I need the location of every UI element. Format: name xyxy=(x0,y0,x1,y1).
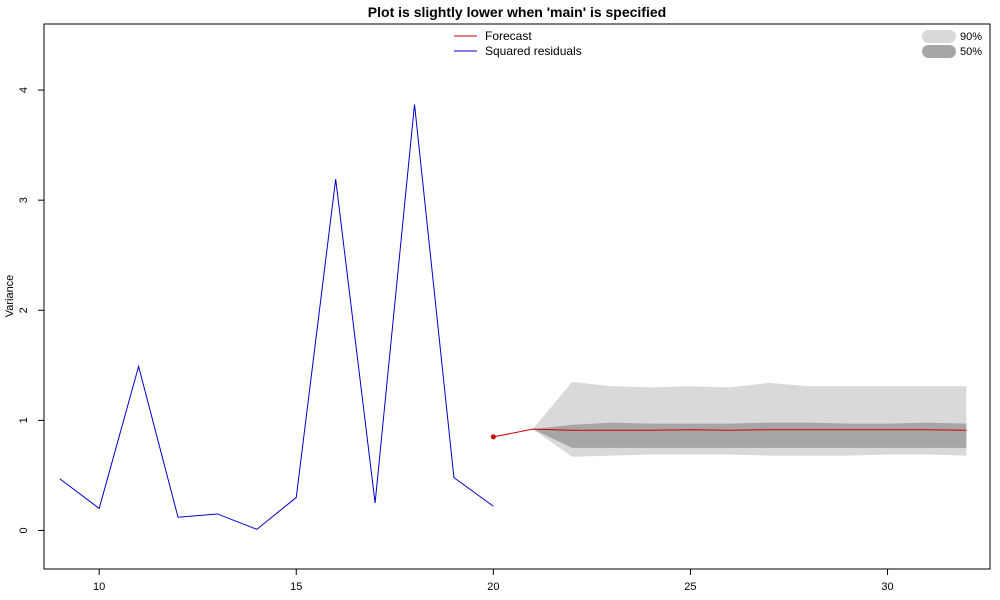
series-markers xyxy=(490,434,496,440)
y-axis: 0 1 2 3 4 xyxy=(18,87,44,534)
legend-swatch-90 xyxy=(922,30,956,43)
y-tick-label-3: 3 xyxy=(18,197,30,203)
y-tick-label-1: 1 xyxy=(18,417,30,423)
marker-forecast xyxy=(490,434,496,440)
y-tick-label-2: 2 xyxy=(18,307,30,313)
legend-label-squared-residuals: Squared residuals xyxy=(485,44,582,58)
legend-label-forecast: Forecast xyxy=(485,29,532,43)
y-tick-label-0: 0 xyxy=(18,527,30,533)
x-tick-label-25: 25 xyxy=(684,581,696,593)
legend-swatch-50 xyxy=(922,45,956,58)
y-tick-label-4: 4 xyxy=(18,87,30,93)
x-tick-label-30: 30 xyxy=(881,581,893,593)
legend-label-90: 90% xyxy=(960,31,982,43)
plot-frame xyxy=(43,23,991,570)
legend-bands: 90%50% xyxy=(922,30,982,58)
x-tick-label-10: 10 xyxy=(93,581,105,593)
x-axis: 10 15 20 25 30 xyxy=(93,569,894,593)
x-tick-label-15: 15 xyxy=(290,581,302,593)
legend-label-50: 50% xyxy=(960,46,982,58)
y-axis-label: Variance xyxy=(4,275,16,318)
series-lines xyxy=(59,104,967,530)
series-squared-residuals xyxy=(59,104,494,530)
chart-title: Plot is slightly lower when 'main' is sp… xyxy=(368,4,666,20)
x-tick-label-20: 20 xyxy=(487,581,499,593)
forecast-bands xyxy=(532,381,967,457)
band-50 xyxy=(532,422,967,448)
series-forecast xyxy=(493,428,967,438)
